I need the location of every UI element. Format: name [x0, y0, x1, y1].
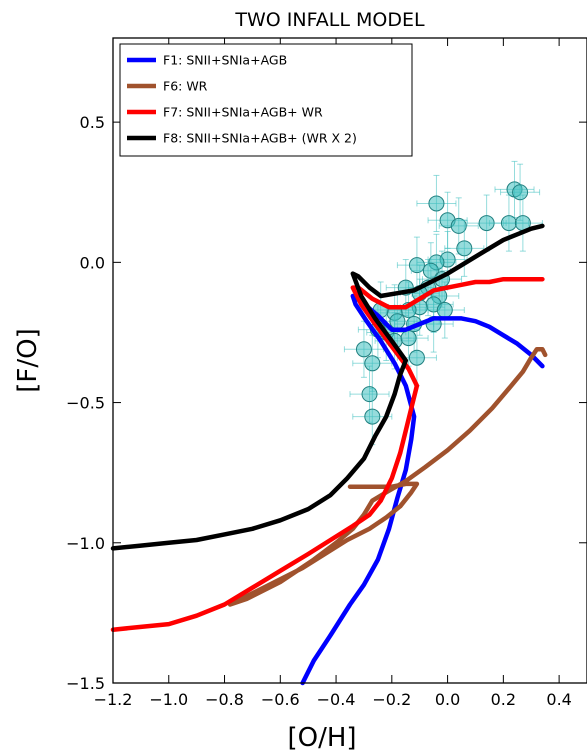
x-tick-label: −0.2 — [372, 690, 411, 709]
plot-frame — [112, 37, 587, 684]
observation-marker — [456, 240, 473, 257]
observation-point — [410, 242, 451, 300]
x-tick-label: 0.2 — [491, 690, 516, 709]
observation-marker — [400, 330, 417, 347]
observation-point — [500, 163, 541, 221]
series-line-2 — [227, 347, 548, 607]
observation-point — [349, 365, 390, 423]
x-tick-label: −0.6 — [261, 690, 300, 709]
legend-box — [119, 43, 413, 157]
y-axis-label: [F/O] — [13, 328, 43, 392]
x-tick-label: −1.0 — [149, 690, 188, 709]
observation-point — [438, 197, 479, 255]
y-tick-label: 0.0 — [80, 253, 105, 272]
legend-label: F8: SNII+SNIa+AGB+ (WR X 2) — [163, 131, 357, 146]
x-tick-label: 0.0 — [435, 690, 460, 709]
observation-marker — [450, 217, 467, 234]
series-line-1 — [300, 293, 545, 686]
series-line-4 — [110, 223, 545, 551]
x-tick-label: −0.8 — [205, 690, 244, 709]
chart-title: TWO INFALL MODEL — [234, 9, 425, 31]
legend-label: F7: SNII+SNIa+AGB+ WR — [163, 105, 323, 120]
model-series — [110, 223, 548, 686]
x-tick-label: 0.4 — [546, 690, 571, 709]
x-axis-label: [O/H] — [287, 723, 356, 753]
observation-point — [343, 320, 384, 378]
axis-ticks: −1.2 −1.0 −0.8 −0.6 −0.4 −0.2 0.0 0.2 0.4 −1.5 −1.… — [66, 38, 587, 709]
observation-point — [424, 281, 465, 339]
observations — [343, 160, 543, 446]
observation-marker — [422, 262, 439, 279]
observation-marker — [428, 195, 445, 212]
observation-marker — [389, 313, 406, 330]
observation-marker — [408, 349, 425, 366]
legend-label: F6: WR — [163, 79, 208, 94]
x-tick-label: −0.4 — [317, 690, 356, 709]
y-tick-label: −1.5 — [66, 674, 105, 693]
legend-label: F1: SNII+SNIa+AGB — [163, 53, 287, 68]
observation-marker — [436, 302, 453, 319]
observation-point — [444, 219, 485, 277]
observation-marker — [355, 341, 372, 358]
series-line-3 — [110, 276, 545, 632]
y-tick-label: 0.5 — [80, 113, 105, 132]
y-tick-label: −0.5 — [66, 394, 105, 413]
observation-marker — [512, 184, 529, 201]
legend: F1: SNII+SNIa+AGB F6: WR F7: SNII+SNIa+AGB… — [119, 43, 413, 157]
x-tick-label: −1.2 — [94, 690, 133, 709]
observation-marker — [364, 355, 381, 372]
observation-point — [416, 174, 457, 232]
observation-point — [502, 194, 543, 252]
y-tick-label: −1.0 — [66, 534, 105, 553]
observation-marker — [361, 386, 378, 403]
observation-marker — [364, 408, 381, 425]
